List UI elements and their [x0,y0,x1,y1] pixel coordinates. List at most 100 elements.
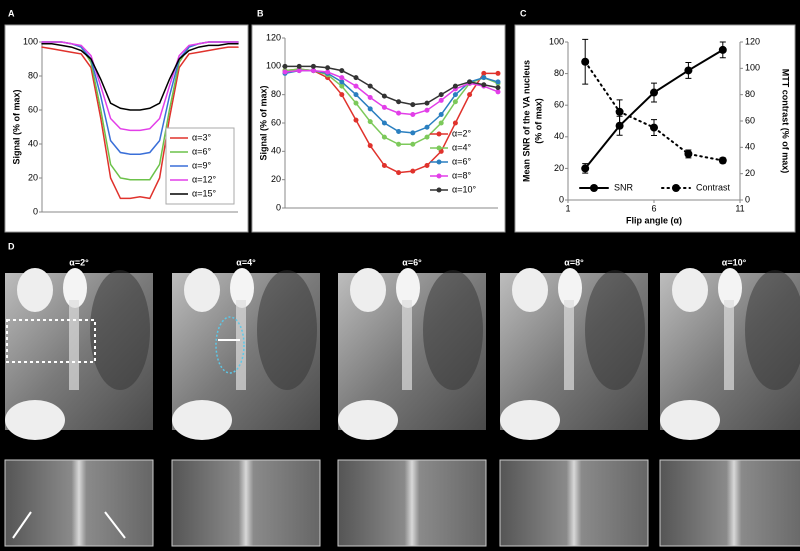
series-line [41,42,239,111]
mri-bright [396,268,420,308]
marker [410,112,416,117]
mri-bright [672,268,708,312]
marker [495,89,501,95]
mri-bright [338,400,398,440]
marker [410,168,416,174]
arrow [12,511,32,539]
legend-label: α=4° [452,142,471,152]
marker [339,79,345,85]
marker [684,149,693,158]
marker [495,70,501,76]
mri-bright [63,268,87,308]
legend-marker [672,184,680,192]
mri-bright [500,400,560,440]
marker [481,82,487,88]
marker [325,69,331,75]
y-tick-label: 100 [549,36,564,46]
x-tick-label: 11 [735,203,744,213]
y-tick-label: 20 [271,174,281,184]
marker [718,156,727,165]
marker [424,134,430,140]
y-tick-label: 20 [28,172,38,182]
image-title: α=8° [564,257,584,267]
marker [353,75,359,81]
marker [282,69,288,75]
image-title: α=4° [236,257,256,267]
y-tick-label: 80 [28,70,38,80]
marker [282,63,288,69]
marker [339,83,345,89]
mri-bright [230,268,254,308]
legend-label: α=15° [192,188,216,198]
mri-bright [350,268,386,312]
series-line [41,41,239,132]
marker [481,75,487,81]
y-tick-label: 40 [271,146,281,156]
legend-label: α=3° [192,132,211,142]
y-tick-label: 60 [271,117,281,127]
y-tick-label: 120 [266,32,281,42]
mri-midline [402,300,412,390]
series-line [284,65,499,106]
marker [438,112,444,117]
marker [718,45,727,54]
legend-marker [436,131,442,137]
legend-label: α=6° [192,146,211,156]
marker [424,124,430,130]
mri-midline [69,300,79,390]
marker [452,83,458,89]
marker [410,141,416,147]
image-title: α=10° [722,257,747,267]
marker [396,141,402,147]
marker [367,143,373,149]
mri-dark [745,270,800,390]
marker [684,66,693,75]
marker [381,104,387,110]
x-tick-label: 1 [565,203,570,213]
zoom-image [4,459,154,547]
mri-bright [660,400,720,440]
marker [481,70,487,76]
marker [424,163,430,168]
marker [367,95,373,100]
y-tick-label: 0 [276,202,281,212]
roi-box [6,319,96,363]
marker [339,92,345,98]
mri-bright [718,268,742,308]
marker [381,134,387,140]
image-title: α=6° [402,257,422,267]
mri-dark [585,270,645,390]
marker [381,120,387,126]
marker [353,92,359,98]
y-axis-label: Mean SNR of the VA nucleus [521,60,531,182]
mri-dark [257,270,317,390]
y2-tick-label: 100 [745,63,760,73]
marker [438,92,444,98]
marker [296,68,302,74]
marker [581,57,590,66]
legend-label: α=2° [452,128,471,138]
y-axis-label: (% of max) [533,98,543,144]
legend-label: α=6° [452,156,471,166]
marker [339,75,345,81]
marker [310,63,316,69]
legend-marker [436,145,442,151]
y2-tick-label: 60 [745,115,755,125]
marker [452,92,458,98]
series-line [284,68,499,174]
marker [296,63,302,69]
legend-label: α=9° [192,160,211,170]
marker [410,130,416,136]
zoom-image [171,459,321,547]
marker [452,99,458,105]
marker [495,79,501,85]
mri-bright [512,268,548,312]
legend-label: α=12° [192,174,216,184]
marker [381,93,387,99]
image-title: α=2° [69,257,89,267]
zoom-image [499,459,649,547]
y2-tick-label: 40 [745,142,755,152]
legend-label: SNR [614,182,634,192]
series-line [41,46,239,200]
